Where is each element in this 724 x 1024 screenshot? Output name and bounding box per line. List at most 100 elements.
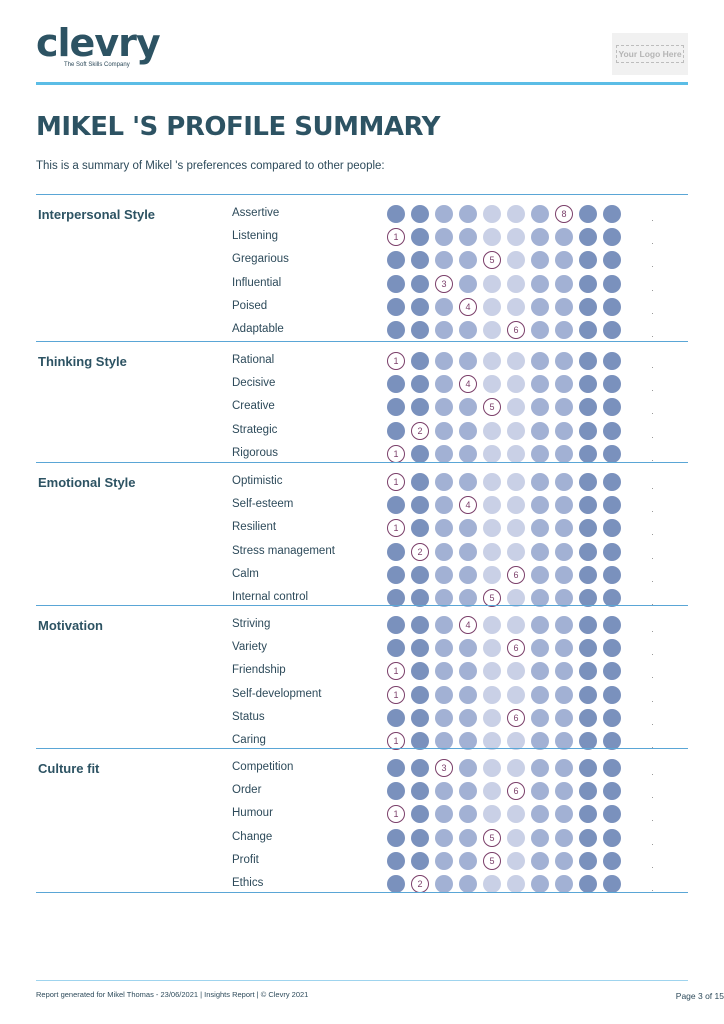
scale-dot — [507, 616, 525, 634]
scale-dot — [435, 782, 453, 801]
scale-dot — [507, 352, 525, 370]
scale-dot — [411, 496, 429, 515]
row-marker — [652, 436, 653, 438]
scale-dot — [603, 375, 621, 394]
scale-dot — [531, 398, 549, 417]
row-marker — [652, 367, 653, 368]
scale-dot — [411, 828, 429, 847]
scale-dot — [603, 875, 621, 893]
scale-dot — [579, 589, 597, 607]
scale-dot — [531, 759, 549, 777]
scale-dot — [603, 851, 621, 870]
scale-dot — [555, 375, 573, 394]
scale-dot — [435, 875, 453, 893]
scale-dot — [387, 398, 405, 417]
scale-dot — [411, 639, 429, 658]
trait-label: Ethics — [232, 877, 264, 889]
scale-dot — [459, 519, 477, 538]
trait-label: Strategic — [232, 423, 278, 436]
scale-dot — [435, 732, 453, 750]
scale-dot — [555, 297, 573, 316]
scale-dot — [507, 205, 525, 223]
section-title: Motivation — [38, 618, 103, 633]
scale-dot — [507, 589, 525, 607]
scale-dot — [579, 321, 597, 339]
row-marker — [652, 390, 653, 392]
score-marker: 8 — [555, 205, 573, 223]
scale-dot — [507, 828, 525, 847]
scale-dot — [531, 205, 549, 223]
scale-dot — [579, 375, 597, 394]
scale-dot — [555, 589, 573, 607]
client-logo-placeholder: Your Logo Here — [612, 33, 688, 75]
scale-dot — [531, 352, 549, 370]
scale-dot — [483, 375, 501, 394]
scale-dot — [435, 205, 453, 223]
scale-dot — [555, 782, 573, 801]
scale-dot — [387, 759, 405, 777]
row-marker — [652, 890, 653, 891]
trait-label: Friendship — [232, 664, 286, 677]
trait-label: Poised — [232, 299, 268, 312]
scale-dot — [555, 875, 573, 893]
scale-dot — [435, 251, 453, 270]
trait-label: Status — [232, 710, 265, 723]
scale-dot — [483, 421, 501, 440]
scale-dot — [531, 662, 549, 681]
scale-dot — [531, 444, 549, 463]
scale-dot — [603, 782, 621, 801]
row-marker — [652, 413, 653, 415]
scale-dot — [555, 616, 573, 634]
row-marker — [652, 459, 653, 461]
section-title: Emotional Style — [38, 475, 136, 490]
scale-dot — [603, 228, 621, 247]
scale-dot — [579, 542, 597, 561]
scale-dot — [507, 685, 525, 704]
scale-dot — [603, 732, 621, 750]
row-marker — [652, 843, 653, 845]
scale-dot — [411, 251, 429, 270]
scale-dot — [507, 732, 525, 750]
row-marker — [652, 677, 653, 679]
scale-dot — [579, 228, 597, 247]
scale-dot — [435, 519, 453, 538]
score-marker: 3 — [435, 274, 453, 293]
trait-label: Humour — [232, 807, 273, 820]
scale-dot — [483, 228, 501, 247]
scale-dot — [459, 782, 477, 801]
trait-label: Caring — [232, 734, 266, 746]
scale-dot — [435, 444, 453, 463]
scale-dot — [507, 251, 525, 270]
scale-dot — [483, 639, 501, 658]
scale-dot — [507, 542, 525, 561]
scale-dot — [435, 297, 453, 316]
score-marker: 1 — [387, 473, 405, 491]
scale-dot — [411, 519, 429, 538]
scale-dot — [411, 708, 429, 727]
score-marker: 2 — [411, 421, 429, 440]
trait-label: Self-development — [232, 687, 322, 700]
scale-dot — [555, 228, 573, 247]
scale-dot — [531, 274, 549, 293]
scale-dot — [579, 828, 597, 847]
scale-dot — [459, 805, 477, 824]
client-logo-label: Your Logo Here — [616, 45, 684, 63]
scale-dot — [459, 565, 477, 584]
scale-dot — [507, 473, 525, 491]
scale-dot — [603, 828, 621, 847]
scale-dot — [507, 375, 525, 394]
score-marker: 4 — [459, 496, 477, 515]
scale-dot — [603, 639, 621, 658]
scale-dot — [555, 708, 573, 727]
scale-dot — [483, 496, 501, 515]
scale-dot — [387, 321, 405, 339]
scale-dot — [483, 685, 501, 704]
brand-name: clevry — [36, 21, 161, 65]
scale-dot — [435, 708, 453, 727]
row-marker — [652, 631, 653, 632]
trait-label: Influential — [232, 276, 282, 289]
scale-dot — [579, 496, 597, 515]
section-title: Thinking Style — [38, 354, 127, 369]
scale-dot — [531, 708, 549, 727]
trait-label: Resilient — [232, 521, 277, 534]
